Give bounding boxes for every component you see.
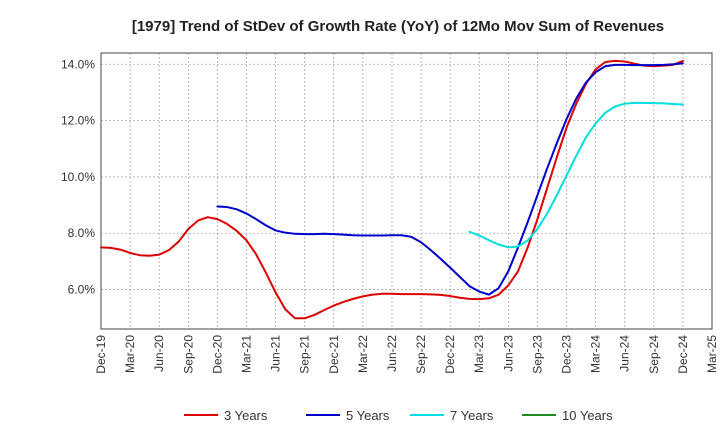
x-tick-label: Jun-23 [501,335,515,372]
x-tick-label: Mar-21 [239,335,253,373]
legend-label: 5 Years [346,408,390,423]
x-tick-label: Mar-24 [589,335,603,373]
legend-label: 3 Years [224,408,268,423]
y-tick-label: 8.0% [68,226,96,240]
y-tick-label: 6.0% [68,283,96,297]
series-line-7-years [468,101,684,249]
x-tick-label: Dec-21 [327,335,341,374]
y-tick-label: 14.0% [61,57,95,71]
x-tick-label: Sep-21 [298,335,312,374]
x-tick-label: Jun-24 [618,335,632,372]
x-tick-label: Sep-23 [530,335,544,374]
x-tick-label: Jun-21 [269,335,283,372]
x-tick-label: Dec-24 [676,335,690,374]
x-tick-label: Jun-22 [385,335,399,372]
x-tick-label: Jun-20 [152,335,166,372]
legend: 3 Years 5 Years 7 Years 10 Years [184,408,613,423]
x-tick-label: Mar-20 [123,335,137,373]
x-tick-label: Mar-22 [356,335,370,373]
y-tick-label: 10.0% [61,170,95,184]
x-axis-ticks: Dec-19 Mar-20 Jun-20 Sep-20 Dec-20 Mar-21 Jun-… [94,335,719,374]
chart-title: [1979] Trend of StDev of Growth Rate (Yo… [132,18,664,35]
x-tick-label: Sep-20 [181,335,195,374]
plot-frame [100,52,713,330]
x-tick-label: Sep-24 [647,335,661,374]
y-axis-ticks: 6.0% 8.0% 10.0% 12.0% 14.0% [61,57,95,296]
x-tick-label: Dec-23 [560,335,574,374]
legend-label: 7 Years [450,408,494,423]
legend-label: 10 Years [562,408,613,423]
x-tick-label: Mar-25 [705,335,719,373]
x-tick-label: Dec-19 [94,335,108,374]
x-tick-label: Dec-20 [210,335,224,374]
x-tick-label: Mar-23 [472,335,486,373]
series-line-5-years [216,62,684,296]
x-tick-label: Dec-22 [443,335,457,374]
x-tick-label: Sep-22 [414,335,428,374]
grid [101,53,712,329]
series-lines [100,59,684,320]
y-tick-label: 12.0% [61,114,95,128]
